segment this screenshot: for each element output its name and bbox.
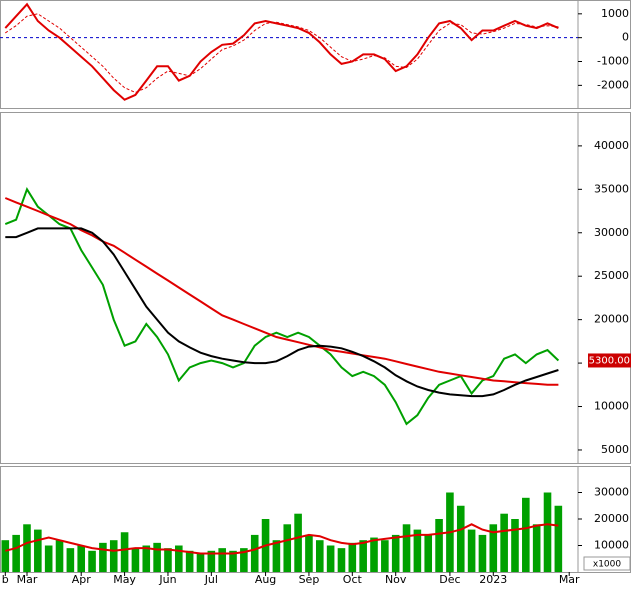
y-tick-label: 20000 [594, 313, 629, 326]
volume-bar [456, 505, 465, 572]
volume-bar [109, 540, 118, 572]
volume-bar [543, 492, 552, 572]
y-tick-label: -1000 [597, 55, 629, 68]
y-tick-label: 0 [622, 31, 629, 44]
volume-bar [164, 548, 172, 572]
y-tick-label: 10000 [594, 539, 629, 552]
unit-label: x1000 [593, 560, 622, 570]
volume-bar [489, 524, 498, 572]
x-tick-label: Mar [17, 573, 38, 586]
volume-bar [532, 524, 541, 572]
volume-bar [283, 524, 292, 572]
volume-bar [250, 534, 259, 572]
y-tick-label: 35000 [594, 182, 629, 195]
volume-bar [142, 545, 151, 572]
x-tick-label: Nov [385, 573, 407, 586]
volume-bar [326, 545, 335, 572]
volume-bar [240, 548, 248, 572]
volume-bar [337, 548, 346, 572]
y-tick-label: 5000 [601, 443, 629, 456]
y-tick-label: 10000 [594, 400, 629, 413]
volume-bar [413, 529, 422, 572]
x-tick-label: May [113, 573, 136, 586]
x-tick-label: Dec [439, 573, 460, 586]
volume-bar [391, 534, 400, 572]
x-tick-label: Apr [72, 573, 92, 586]
x-tick-label: Jun [158, 573, 176, 586]
series-line [4, 2, 559, 101]
volume-bar [55, 540, 64, 572]
volume-bar [196, 553, 205, 572]
volume-bar [500, 513, 508, 572]
volume-bar [218, 548, 226, 572]
y-tick-label: 20000 [594, 512, 629, 525]
x-tick-label: Sep [299, 573, 320, 586]
volume-bar [294, 513, 302, 572]
series-line [4, 187, 560, 426]
price-label: 15300.00 [582, 355, 630, 366]
y-tick-label: -2000 [597, 78, 629, 91]
volume-bar [12, 534, 20, 572]
series-line [4, 197, 559, 386]
y-tick-label: 40000 [594, 139, 629, 152]
series-line [5, 523, 559, 555]
x-tick-label: Jul [204, 573, 218, 586]
volume-bar [34, 529, 42, 572]
volume-bar [554, 505, 563, 572]
volume-bar [77, 545, 86, 572]
volume-bar [370, 537, 378, 572]
volume-bar [1, 540, 10, 572]
volume-bar [402, 524, 411, 572]
volume-bar [359, 540, 367, 572]
volume-bar [88, 550, 96, 572]
x-tick-label: 2023 [479, 573, 507, 586]
x-tick-label: Aug [255, 573, 276, 586]
volume-bar [467, 529, 476, 572]
series-line [5, 13, 559, 94]
volume-bar [120, 532, 129, 572]
y-tick-label: 30000 [594, 486, 629, 499]
x-tick-label: Mar [559, 573, 580, 586]
volume-bar [99, 542, 107, 572]
volume-bar [153, 542, 161, 572]
unit-box [583, 556, 631, 571]
volume-bar [424, 534, 433, 572]
volume-bar [522, 497, 530, 572]
y-tick-label: 25000 [594, 269, 629, 282]
x-tick-label: Oct [343, 573, 363, 586]
volume-bar [305, 534, 313, 572]
price-label-box [588, 353, 631, 368]
volume-bar [478, 534, 487, 572]
volume-bar [315, 540, 324, 572]
volume-bar [44, 545, 53, 572]
series-line [5, 227, 559, 398]
volume-bar [23, 524, 31, 572]
volume-bar [229, 550, 237, 572]
volume-bar [131, 548, 140, 572]
volume-bar [175, 545, 183, 572]
volume-bar [66, 548, 75, 572]
volume-bar [435, 519, 443, 572]
volume-bar [207, 550, 216, 572]
volume-bar [381, 540, 389, 572]
volume-bar [511, 519, 519, 572]
y-tick-label: 30000 [594, 226, 629, 239]
volume-bar [272, 540, 281, 572]
volume-bar [348, 542, 357, 572]
y-tick-label: 1000 [601, 7, 629, 20]
volume-bar [185, 550, 194, 572]
x-tick-label: b [2, 573, 9, 586]
